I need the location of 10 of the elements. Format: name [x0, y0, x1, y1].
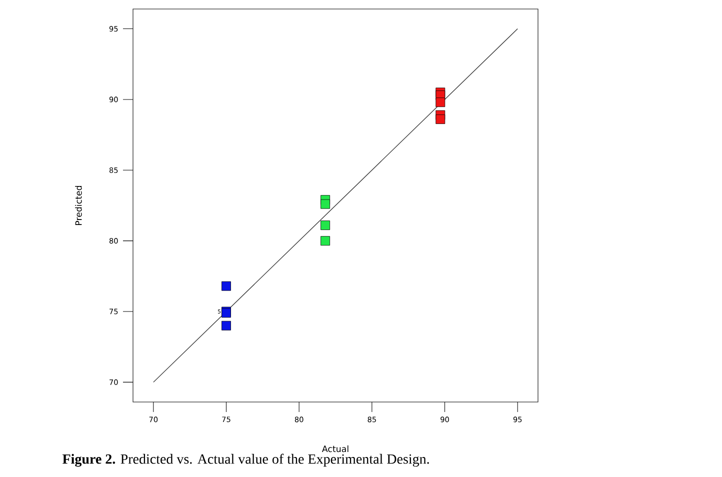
point: [320, 236, 330, 246]
point: [222, 320, 231, 330]
point: [222, 281, 231, 291]
point: [436, 98, 446, 107]
text: Figure 2. Predicted vs. Actual value of the Experimental Design.: [62, 454, 429, 467]
x-axis-title: Actual: [322, 445, 348, 452]
point: [436, 114, 446, 124]
y-axis-title: Predicted: [75, 186, 82, 225]
point: [320, 220, 330, 230]
point: [320, 199, 330, 209]
